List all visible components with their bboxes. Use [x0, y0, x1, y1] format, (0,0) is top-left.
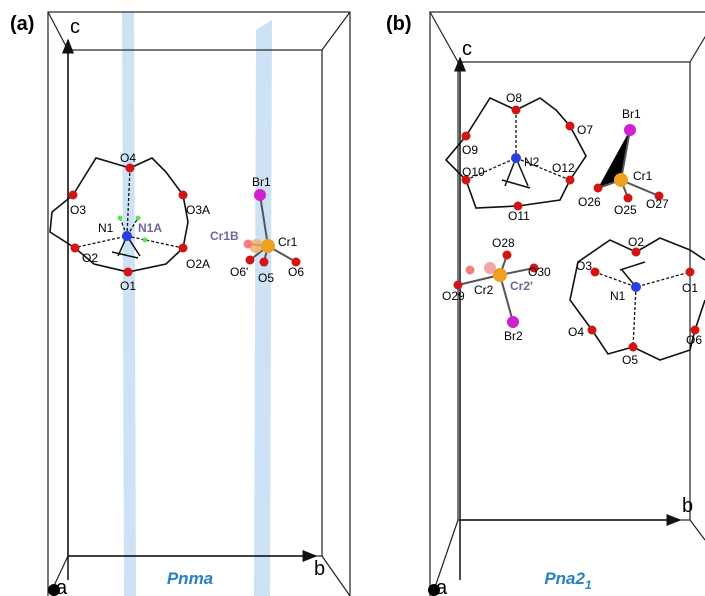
axis-label: a [436, 577, 448, 596]
atom-label: N1A [138, 221, 162, 235]
atom-label: Cr2' [510, 279, 533, 293]
atom-label: O3 [70, 203, 86, 217]
atom-label: O4 [568, 325, 584, 339]
atom-label: O5 [622, 353, 638, 367]
space-group: Pnma [167, 569, 213, 588]
atom-label: O2A [186, 257, 210, 271]
atom-label: Cr1 [633, 169, 653, 183]
atom-label: O6' [230, 265, 248, 279]
atom-label: O10 [462, 165, 485, 179]
panel-label: (b) [386, 13, 412, 35]
atom-label: O30 [528, 265, 551, 279]
atom-label: O7 [577, 123, 593, 137]
atom-label: O25 [614, 203, 637, 217]
cell-back [68, 50, 322, 556]
space-group: Pna21 [544, 569, 592, 592]
hydrogen-bonds [595, 272, 690, 347]
ammonium [620, 262, 645, 287]
atom-label: N1 [610, 289, 626, 303]
atom-label: O6 [686, 333, 702, 347]
atom-label: N1 [98, 221, 114, 235]
atom-label: Br1 [252, 175, 271, 189]
atom-label: O2 [82, 251, 98, 265]
figure: (a) c b a O4 O3 O3A N1 N1A O2 O2A O1 Br1… [0, 0, 705, 596]
axis-label: c [70, 16, 80, 38]
atom-label: Cr1B [210, 229, 239, 243]
cell-front [430, 12, 705, 596]
atom-label: O27 [646, 197, 669, 211]
atom-label: O1 [682, 281, 698, 295]
atom-label: O28 [492, 236, 515, 250]
atom-label: O4 [120, 151, 136, 165]
axis-label: b [682, 495, 693, 517]
panel-a: (a) c b a O4 O3 O3A N1 N1A O2 O2A O1 Br1… [10, 12, 350, 596]
space-group-subscript: 1 [585, 578, 592, 592]
atom-label: Br2 [504, 329, 523, 343]
cell-edges [430, 12, 705, 590]
crown-ring [570, 238, 705, 360]
atom-label: Br1 [622, 107, 641, 121]
panel-label: (a) [10, 13, 34, 35]
atom-label: N2 [524, 155, 540, 169]
axis-label: b [314, 558, 325, 580]
atom-label: O3 [576, 259, 592, 273]
atom-label: O3A [186, 203, 210, 217]
atom-label: Cr2 [474, 283, 494, 297]
cell-front [48, 12, 350, 596]
axis-label: c [462, 38, 472, 60]
atom-label: O6 [288, 265, 304, 279]
atom-label: O9 [462, 143, 478, 157]
atom-label: O12 [552, 161, 575, 175]
axis-label: a [56, 577, 68, 596]
atom-label: O5 [258, 271, 274, 285]
atom-label: O29 [442, 289, 465, 303]
space-group-main: Pna2 [544, 569, 585, 588]
atom-label: O1 [120, 279, 136, 293]
atom-label: O8 [506, 91, 522, 105]
mirror-plane [122, 12, 136, 596]
panel-b: (b) c b a O8 O7 O9 N2 O10 O12 O11 Br1 Cr… [386, 12, 705, 596]
atom-label: Cr1 [278, 235, 298, 249]
mirror-plane [254, 20, 272, 596]
atom-label: O26 [578, 195, 601, 209]
atoms [454, 106, 700, 352]
atom-label: O2 [628, 235, 644, 249]
atom-label: O11 [508, 209, 530, 223]
cell-edges [48, 12, 350, 596]
